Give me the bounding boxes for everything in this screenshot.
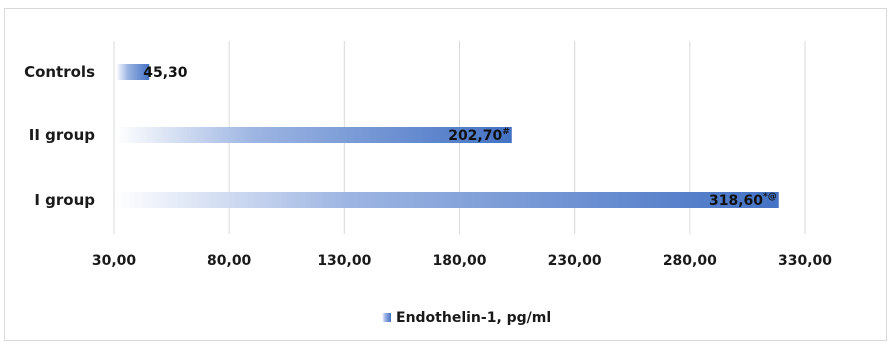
data-label: 45,30 bbox=[143, 65, 188, 81]
legend: Endothelin-1, pg/ml bbox=[382, 310, 551, 326]
chart-frame: I group II group Controls 30,00 80,00 130,00… bbox=[4, 8, 887, 341]
x-tick-label: 330,00 bbox=[778, 253, 832, 269]
x-tick-label: 180,00 bbox=[432, 253, 486, 269]
bars bbox=[116, 64, 779, 208]
category-label: II group bbox=[29, 126, 96, 144]
bar bbox=[116, 192, 779, 208]
bar-chart: I group II group Controls 30,00 80,00 130,00… bbox=[24, 41, 832, 326]
x-tick-label: 280,00 bbox=[663, 253, 717, 269]
category-label: I group bbox=[34, 191, 95, 209]
data-label: 202,70# bbox=[448, 127, 510, 144]
x-tick-label: 130,00 bbox=[317, 253, 371, 269]
legend-label: Endothelin-1, pg/ml bbox=[396, 310, 551, 326]
x-tick-label: 230,00 bbox=[548, 253, 602, 269]
x-tick-label: 80,00 bbox=[207, 253, 252, 269]
data-label: 318,60*@ bbox=[709, 192, 777, 209]
legend-swatch bbox=[382, 313, 391, 322]
x-axis-tick-labels: 30,00 80,00 130,00 180,00 230,00 280,00 330,00 bbox=[92, 253, 832, 269]
x-tick-label: 30,00 bbox=[92, 253, 137, 269]
bar bbox=[116, 127, 512, 143]
category-labels: I group II group Controls bbox=[24, 63, 95, 209]
category-label: Controls bbox=[24, 63, 95, 81]
bar bbox=[116, 64, 150, 80]
data-labels: 318,60*@ 202,70# 45,30 bbox=[143, 65, 777, 209]
